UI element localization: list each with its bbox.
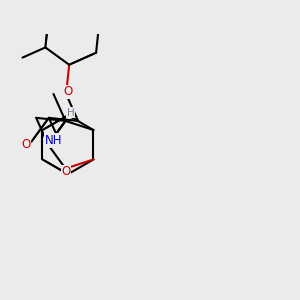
Text: H: H [67, 107, 75, 118]
Text: NH: NH [45, 134, 62, 147]
Text: O: O [64, 85, 73, 98]
Text: O: O [22, 138, 31, 151]
Text: O: O [61, 165, 70, 178]
